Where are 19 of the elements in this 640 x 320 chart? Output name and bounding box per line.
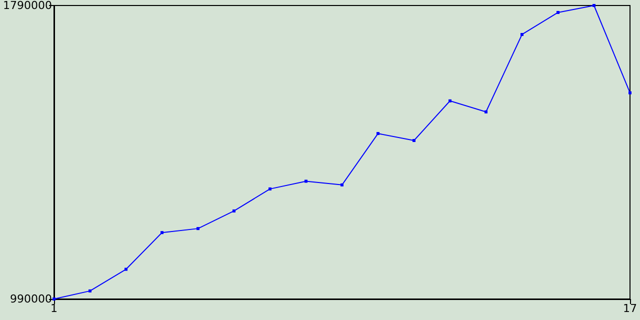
point: [520, 32, 524, 36]
point: [628, 91, 632, 94]
x-tick-label: 17: [623, 302, 637, 315]
x-tick-label: 1: [50, 302, 58, 315]
point: [484, 110, 488, 114]
point: [88, 289, 92, 292]
line-series: [52, 4, 632, 300]
point: [232, 209, 236, 212]
y-tick-label: 1790000: [2, 0, 52, 12]
point: [268, 187, 272, 190]
point: [196, 227, 200, 230]
point: [376, 132, 380, 136]
point: [304, 180, 308, 183]
point: [124, 268, 128, 271]
point: [160, 231, 164, 234]
y-tick-label: 990000: [10, 292, 52, 306]
point: [340, 183, 344, 186]
point: [556, 10, 560, 14]
point: [448, 99, 452, 102]
